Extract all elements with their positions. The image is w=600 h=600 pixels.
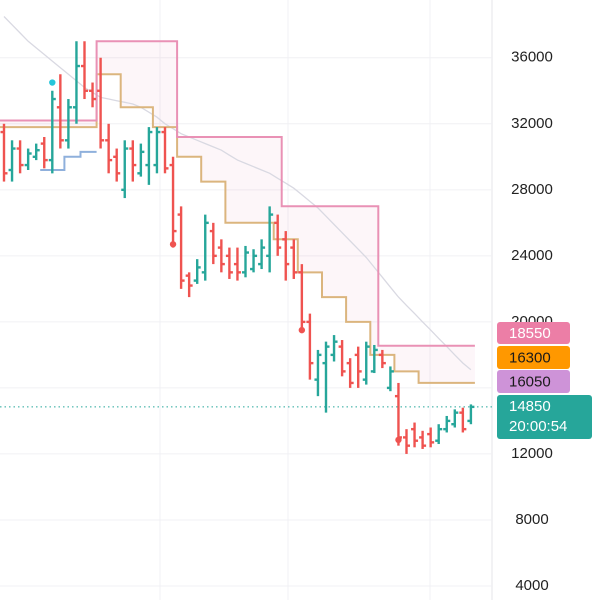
signal-dot [169,241,177,248]
y-tick-label: 28000 [511,181,553,198]
price-label: 16050 [509,373,551,390]
overlay-line [40,150,97,171]
price-label: 14850 [509,398,551,415]
y-tick-label: 24000 [511,247,553,264]
ohlc-bar [298,264,306,331]
ohlc-bar [233,247,241,281]
ohlc-bar [129,140,137,182]
ohlc-bar [330,335,338,362]
ohlc-bar [362,341,370,385]
vertical-grid [159,0,431,600]
ohlc-bar [346,358,354,388]
ohlc-bar [161,127,169,174]
signal-dot [298,326,306,334]
price-label-box [497,395,592,439]
y-tick-label: 8000 [515,511,548,528]
ohlc-bar [217,239,225,273]
ohlc-bar [314,349,322,397]
ohlc-bar [290,239,298,279]
y-tick-label: 36000 [511,49,553,66]
ohlc-bar [282,231,290,281]
ohlc-bar [113,148,121,182]
ohlc-bar [242,245,249,278]
ohlc-bar [419,430,427,449]
ohlc-bar [443,415,451,433]
ohlc-bar [72,41,80,124]
ohlc-bar [435,424,443,445]
price-label-box [497,370,570,393]
y-tick-label: 12000 [511,445,553,462]
signal-dot [49,79,56,86]
ohlc-bar [169,156,177,248]
ohlc-bar [427,427,435,448]
ohlc-bar [97,57,105,149]
ohlc-bar [403,429,410,454]
ohlc-bar [16,140,24,174]
ohlc-bar [137,143,145,177]
ohlc-bar [185,272,193,298]
ohlc-bar [177,206,185,289]
ohlc-bar [338,340,346,377]
ohlc-bar [40,137,48,169]
channel-fill [0,41,475,383]
ohlc-bar [81,41,88,100]
ohlc-bar [386,366,394,392]
overlay-line [3,16,472,371]
y-tick-label: 4000 [515,577,548,594]
ohlc-bar [225,247,233,279]
price-label-box [497,322,570,344]
overlay-line [0,40,475,347]
ohlc-bar [459,407,467,433]
overlay-line [0,73,475,384]
ohlc-bar [89,82,97,108]
signal-dot [395,436,402,444]
ohlc-bar [394,382,402,446]
ohlc-bar [56,74,64,149]
price-label: 18550 [509,325,551,342]
ohlc-bar [306,313,314,380]
price-label: 16300 [509,349,551,366]
price-label-box [497,346,570,369]
ohlc-bar [370,344,378,374]
ohlc-bar [121,140,129,199]
ohlc-bar [209,222,217,265]
ohlc-bar [378,349,386,369]
ohlc-bar [451,409,459,428]
ohlc-bar [24,148,32,171]
ohlc-bar [145,127,153,185]
y-tick-label: 32000 [511,115,553,132]
ohlc-bar [193,259,201,284]
ohlc-bar [32,143,40,161]
ohlc-bar [354,346,362,388]
ohlc-bar [274,214,282,256]
ohlc-bar [201,214,209,281]
ohlc-bar [48,90,56,174]
ohlc-bar [266,206,274,273]
ohlc-bar [8,140,16,182]
countdown: 20:00:54 [509,418,567,435]
ohlc-bar [64,99,72,149]
ohlc-bar [0,123,8,182]
ohlc-bar [250,249,258,273]
ohlc-bar [105,123,113,174]
ohlc-bar [258,239,266,270]
ohlc-bar [322,341,330,413]
ohlc-bar [153,127,161,174]
ohlc-bar [411,422,419,448]
